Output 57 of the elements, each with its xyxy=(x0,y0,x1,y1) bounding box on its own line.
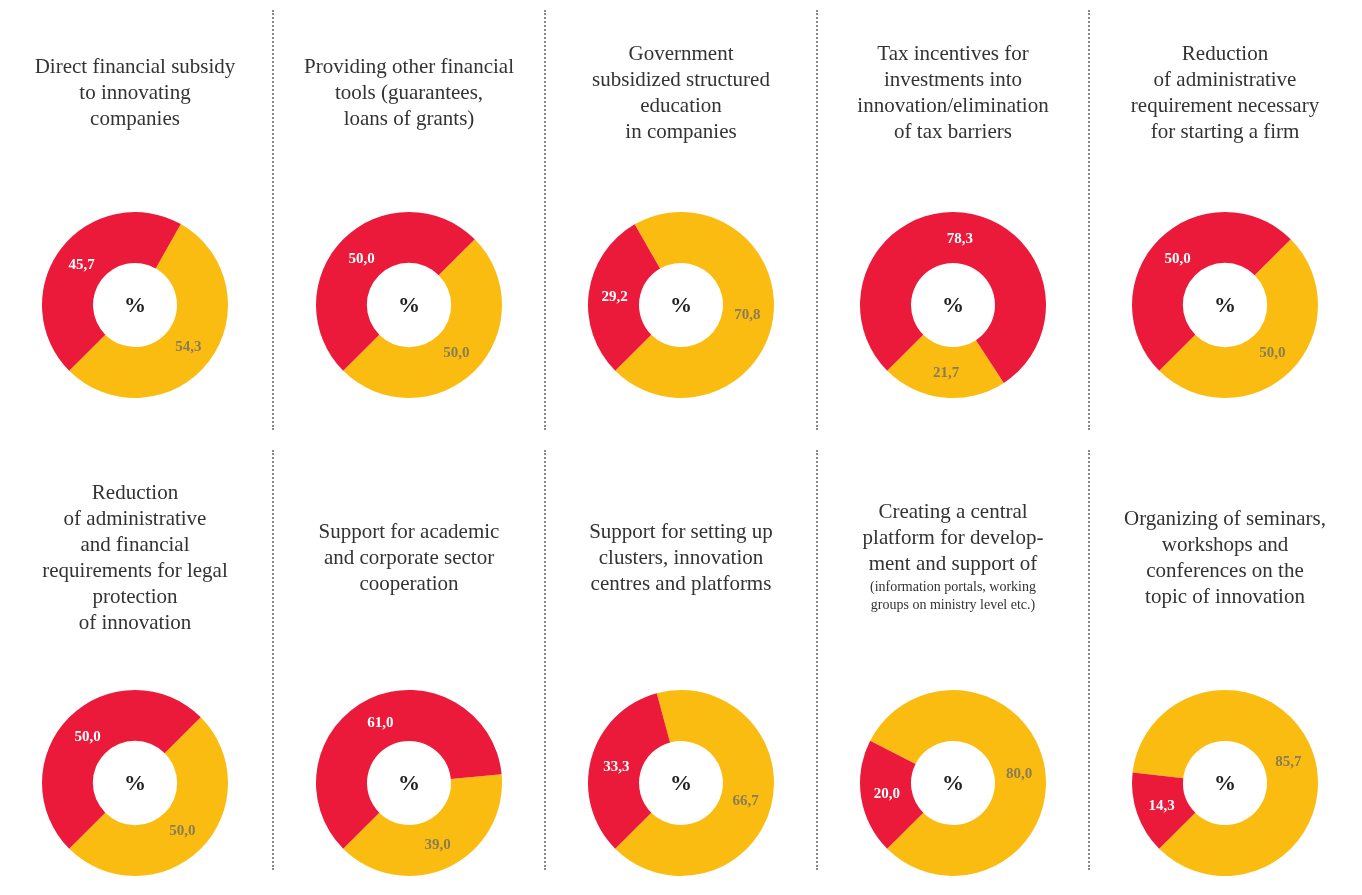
data-label: 50,0 xyxy=(1164,249,1191,266)
data-label: 50,0 xyxy=(74,727,101,744)
donut-slice xyxy=(870,690,1046,876)
text: % xyxy=(942,770,964,795)
data-label: 50,0 xyxy=(443,344,470,361)
text: % xyxy=(670,292,692,317)
data-label: 14,3 xyxy=(1148,797,1175,814)
data-label: 54,3 xyxy=(175,337,202,354)
chart-title: Providing other financial tools (guarantees, loans of grants) xyxy=(304,54,515,130)
donut-slice xyxy=(69,717,228,876)
data-label: 21,7 xyxy=(932,363,960,380)
donut-slice xyxy=(1132,212,1291,371)
data-label: 39,0 xyxy=(424,835,451,852)
chart-title: Reduction of administrative requirement necessary for starting a firm xyxy=(1130,41,1320,143)
data-label: 78,3 xyxy=(946,230,974,247)
text: % xyxy=(124,770,146,795)
chart-title: Support for academic and corporate sector cooperation xyxy=(318,519,500,595)
chart-title: Reduction of administrative and financial requirements for legal protection of innovation xyxy=(42,480,228,634)
donut-slice xyxy=(887,334,1004,398)
text: % xyxy=(1214,770,1236,795)
chart-title: Creating a central platform for develop- ment and support of xyxy=(862,499,1044,575)
text: % xyxy=(942,292,964,317)
chart-title: Direct financial subsidy to innovating companies xyxy=(34,54,236,130)
data-label: 61,0 xyxy=(367,714,394,731)
donut-slice xyxy=(1132,772,1196,849)
donut-slice xyxy=(1132,690,1318,876)
donut-slice xyxy=(860,740,924,849)
data-label: 66,7 xyxy=(732,792,760,809)
data-label: 29,2 xyxy=(601,288,628,305)
donut-slice xyxy=(343,239,502,398)
donut-slice xyxy=(69,224,228,398)
chart-title: Organizing of seminars, workshops and conferences on the topic of innovation xyxy=(1124,506,1326,608)
data-label: 45,7 xyxy=(68,256,96,273)
donut-slice xyxy=(588,693,671,849)
data-label: 50,0 xyxy=(348,249,375,266)
donut-slice xyxy=(343,774,502,876)
data-label: 33,3 xyxy=(603,757,630,774)
chart-title: Government subsidized structured education in companies xyxy=(592,41,771,143)
data-label: 50,0 xyxy=(169,822,196,839)
text: % xyxy=(1214,292,1236,317)
text: % xyxy=(124,292,146,317)
data-label: 20,0 xyxy=(873,785,900,802)
chart-title: Tax incentives for investments into innovation/elimination of tax barriers xyxy=(857,41,1050,143)
text: % xyxy=(670,770,692,795)
donut-slice xyxy=(588,224,661,371)
donut-slice xyxy=(316,212,475,371)
donut-slice xyxy=(42,690,201,849)
data-label: 70,8 xyxy=(734,305,761,322)
chart-subtitle: (information portals, working groups on ministry level etc.) xyxy=(869,579,1037,613)
data-label: 85,7 xyxy=(1275,752,1302,769)
data-label: 80,0 xyxy=(1006,764,1033,781)
chart-title: Support for setting up clusters, innovation centres and platforms xyxy=(589,519,773,595)
donut-slice xyxy=(1159,239,1318,398)
text: % xyxy=(398,292,420,317)
data-label: 50,0 xyxy=(1259,344,1286,361)
donut-slice xyxy=(860,212,1046,383)
text: % xyxy=(398,770,420,795)
